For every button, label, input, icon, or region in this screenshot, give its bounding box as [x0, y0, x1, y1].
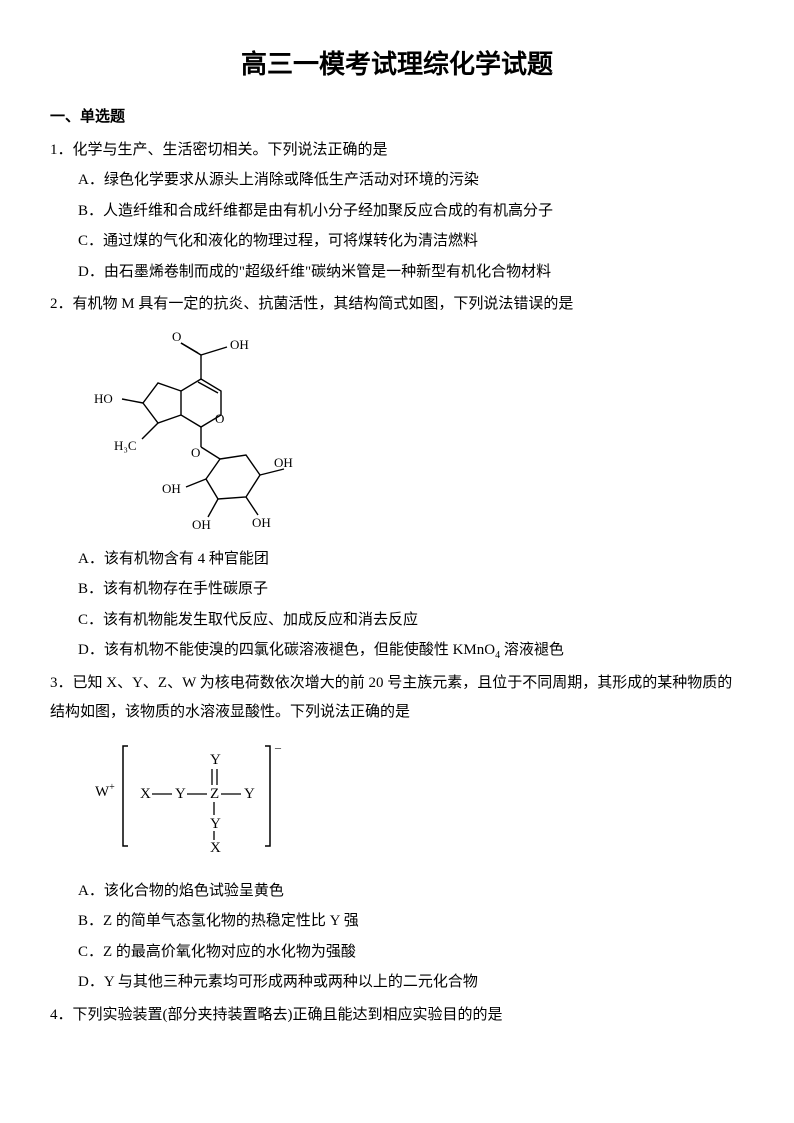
q3-stem: 3．已知 X、Y、Z、W 为核电荷数依次增大的前 20 号主族元素，且位于不同周…: [50, 669, 744, 726]
label-o1: O: [172, 329, 181, 344]
q3-option-b: B．Z 的简单气态氢化物的热稳定性比 Y 强: [50, 907, 744, 936]
q3-option-a: A．该化合物的焰色试验呈黄色: [50, 877, 744, 906]
svg-text:Y: Y: [210, 816, 221, 832]
svg-text:W+: W+: [95, 782, 115, 800]
q2-structure: O OH HO H₃C O O OH OH OH OH: [80, 327, 744, 537]
q4-stem: 4．下列实验装置(部分夹持装置略去)正确且能达到相应实验目的的是: [50, 1001, 744, 1030]
q3-structure: W+ – X Y Z Y Y Y: [90, 736, 744, 867]
q2-option-c: C．该有机物能发生取代反应、加成反应和消去反应: [50, 606, 744, 635]
label-oh5: OH: [162, 481, 181, 496]
label-oh4: OH: [192, 517, 211, 532]
label-oh-top: OH: [230, 337, 249, 352]
svg-text:Y: Y: [175, 786, 186, 802]
label-o-ring: O: [215, 411, 224, 426]
q1-stem: 1．化学与生产、生活密切相关。下列说法正确的是: [50, 136, 744, 165]
q1-option-c: C．通过煤的气化和液化的物理过程，可将煤转化为清洁燃料: [50, 227, 744, 256]
svg-text:X: X: [140, 786, 151, 802]
q3-option-d: D．Y 与其他三种元素均可形成两种或两种以上的二元化合物: [50, 968, 744, 997]
section-heading: 一、单选题: [50, 103, 744, 132]
q1-option-b: B．人造纤维和合成纤维都是由有机小分子经加聚反应合成的有机高分子: [50, 197, 744, 226]
q2-option-a: A．该有机物含有 4 种官能团: [50, 545, 744, 574]
question-2: 2．有机物 M 具有一定的抗炎、抗菌活性，其结构简式如图，下列说法错误的是: [50, 290, 744, 665]
svg-text:Y: Y: [244, 786, 255, 802]
svg-text:–: –: [274, 740, 282, 754]
q2-option-d: D．该有机物不能使溴的四氯化碳溶液褪色，但能使酸性 KMnO4 溶液褪色: [50, 636, 744, 665]
label-oh2: OH: [274, 455, 293, 470]
page-title: 高三一模考试理综化学试题: [50, 40, 744, 89]
label-o-link: O: [191, 445, 200, 460]
question-1: 1．化学与生产、生活密切相关。下列说法正确的是 A．绿色化学要求从源头上消除或降…: [50, 136, 744, 287]
svg-text:X: X: [210, 840, 221, 856]
svg-text:Z: Z: [210, 786, 219, 802]
label-oh3: OH: [252, 515, 271, 530]
q1-option-a: A．绿色化学要求从源头上消除或降低生产活动对环境的污染: [50, 166, 744, 195]
label-h3c: H₃C: [114, 438, 137, 453]
label-ho: HO: [94, 391, 113, 406]
q3-option-c: C．Z 的最高价氧化物对应的水化物为强酸: [50, 938, 744, 967]
q2-stem: 2．有机物 M 具有一定的抗炎、抗菌活性，其结构简式如图，下列说法错误的是: [50, 290, 744, 319]
q1-option-d: D．由石墨烯卷制而成的"超级纤维"碳纳米管是一种新型有机化合物材料: [50, 258, 744, 287]
q2-option-b: B．该有机物存在手性碳原子: [50, 575, 744, 604]
question-4: 4．下列实验装置(部分夹持装置略去)正确且能达到相应实验目的的是: [50, 1001, 744, 1030]
question-3: 3．已知 X、Y、Z、W 为核电荷数依次增大的前 20 号主族元素，且位于不同周…: [50, 669, 744, 997]
svg-text:Y: Y: [210, 752, 221, 768]
